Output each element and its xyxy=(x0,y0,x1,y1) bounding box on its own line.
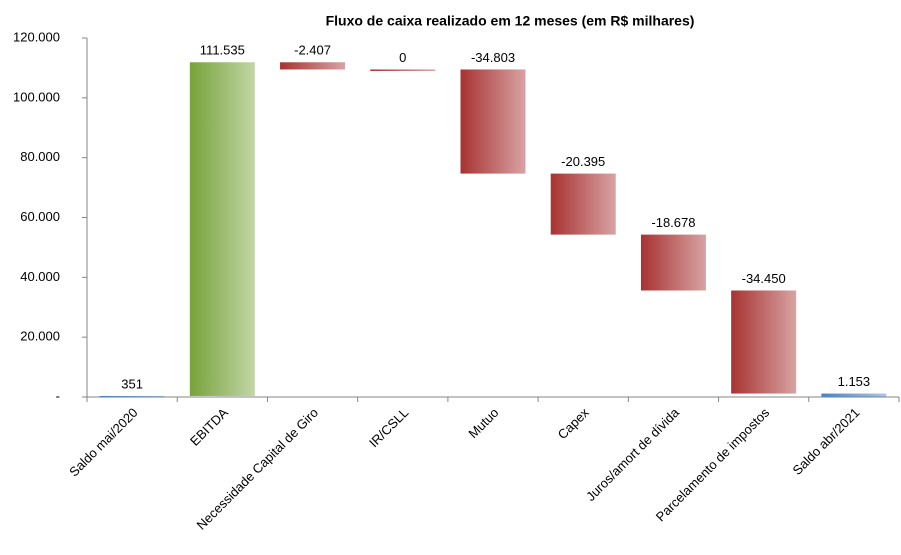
y-tick-label: 80.000 xyxy=(20,149,60,164)
x-tick-label: IR/CSLL xyxy=(366,405,411,450)
x-tick-label: Capex xyxy=(555,405,593,443)
value-label: 0 xyxy=(399,50,406,65)
y-tick-label: 120.000 xyxy=(13,29,60,44)
x-tick-label: Saldo mai/2020 xyxy=(66,405,140,479)
bar xyxy=(460,69,526,174)
y-tick-label: - xyxy=(56,388,60,403)
y-tick-label: 60.000 xyxy=(20,209,60,224)
bar xyxy=(731,290,797,394)
bar xyxy=(821,393,887,397)
value-label: 111.535 xyxy=(200,43,245,58)
bar xyxy=(189,62,255,396)
y-tick-label: 20.000 xyxy=(20,329,60,344)
x-tick-label: Saldo abr/2021 xyxy=(789,405,862,478)
value-label: -20.395 xyxy=(561,154,605,169)
value-label: 1.153 xyxy=(838,374,871,389)
y-tick-label: 40.000 xyxy=(20,269,60,284)
x-tick-label: EBITDA xyxy=(187,405,231,449)
value-label: 351 xyxy=(121,376,143,391)
bar xyxy=(99,395,165,398)
x-tick-label: Mutuo xyxy=(465,405,501,441)
value-label: -2.407 xyxy=(294,43,331,58)
value-label: -34.803 xyxy=(471,50,515,65)
x-tick-label: Juros/amort de dívida xyxy=(583,404,683,504)
y-tick-label: 100.000 xyxy=(13,89,60,104)
bar xyxy=(550,173,616,235)
bar xyxy=(640,234,706,291)
bar xyxy=(370,69,436,71)
value-label: -18.678 xyxy=(651,215,695,230)
chart-title: Fluxo de caixa realizado em 12 meses (em… xyxy=(326,13,695,29)
bar xyxy=(280,62,346,70)
value-label: -34.450 xyxy=(742,271,786,286)
